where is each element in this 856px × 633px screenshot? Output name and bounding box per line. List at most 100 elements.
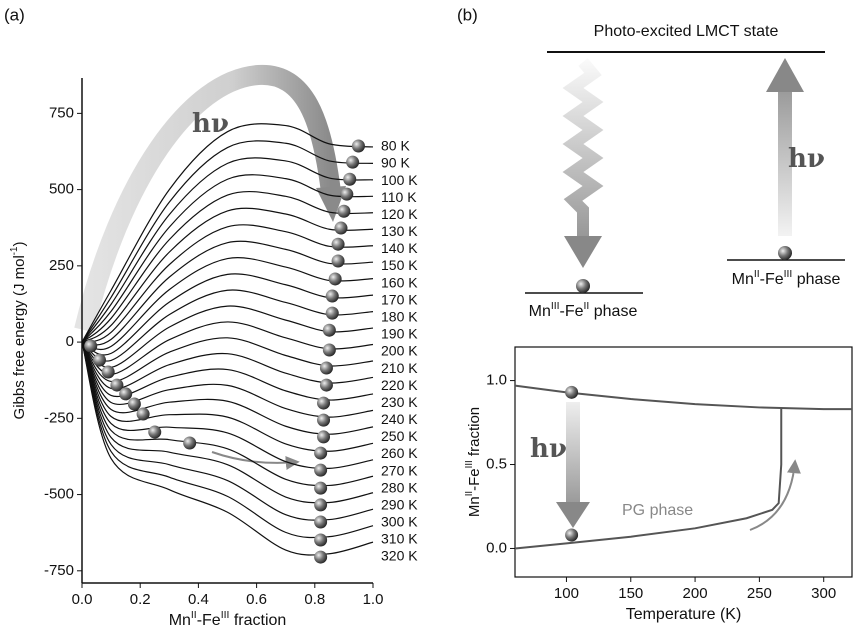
label-part: phase bbox=[589, 303, 637, 320]
label-part: Mn bbox=[169, 612, 191, 629]
excitation-arrow bbox=[74, 64, 341, 333]
label-part: -Fe bbox=[466, 468, 483, 491]
ball bbox=[136, 407, 150, 421]
ball bbox=[331, 254, 345, 268]
series-label: 140 K bbox=[381, 240, 418, 256]
x-tick-label: 0.6 bbox=[246, 591, 267, 608]
series-label: 170 K bbox=[381, 291, 418, 307]
series-label: 270 K bbox=[381, 462, 418, 478]
ball bbox=[314, 515, 328, 529]
series-label: 250 K bbox=[381, 428, 418, 444]
arrow-label: hν bbox=[788, 144, 825, 174]
curve bbox=[81, 341, 374, 452]
ball bbox=[183, 436, 197, 450]
x-tick-label: 300 bbox=[811, 585, 836, 602]
ball bbox=[325, 306, 339, 320]
ball bbox=[101, 365, 115, 379]
ball bbox=[148, 425, 162, 439]
arrow-head bbox=[564, 236, 602, 268]
series-label: 230 K bbox=[381, 394, 418, 410]
ball bbox=[319, 361, 333, 375]
plot-frame bbox=[514, 346, 853, 578]
curve bbox=[81, 341, 374, 539]
ball bbox=[565, 385, 579, 399]
series-label: 120 K bbox=[381, 206, 418, 222]
ball bbox=[778, 246, 792, 260]
y-axis-label: MnII-FeIII fraction bbox=[464, 407, 483, 517]
ball bbox=[314, 446, 328, 460]
ball bbox=[119, 387, 133, 401]
annotation: hν bbox=[530, 434, 567, 464]
panel-label: (b) bbox=[457, 5, 478, 24]
curve bbox=[514, 384, 852, 411]
ball bbox=[314, 481, 328, 495]
label-part: -Fe bbox=[197, 612, 221, 629]
y-axis-label: Gibbs free energy (J mol-1) bbox=[9, 242, 28, 420]
ball bbox=[314, 498, 328, 512]
x-tick-label: 1.0 bbox=[363, 591, 384, 608]
x-tick-label: 0.2 bbox=[130, 591, 151, 608]
label-part: III bbox=[221, 610, 230, 621]
ball bbox=[317, 430, 331, 444]
x-tick-label: 0.0 bbox=[72, 591, 93, 608]
label-part: II bbox=[191, 610, 197, 621]
arrow-head bbox=[556, 502, 590, 528]
ball bbox=[92, 353, 106, 367]
phase-label: MnII-FeIII phase bbox=[732, 269, 841, 288]
y-tick-label: 250 bbox=[49, 257, 74, 274]
annotation: PG phase bbox=[622, 502, 693, 519]
curve bbox=[81, 341, 374, 469]
y-tick-label: 1.0 bbox=[486, 372, 507, 389]
y-tick-label: -500 bbox=[44, 486, 74, 503]
series-label: 310 K bbox=[381, 531, 418, 547]
phase-label: MnIII-FeII phase bbox=[529, 301, 638, 320]
panel-label: (a) bbox=[4, 5, 25, 24]
label-part: III bbox=[784, 269, 793, 280]
series-label: 130 K bbox=[381, 223, 418, 239]
series-label: 180 K bbox=[381, 308, 418, 324]
series-label: 320 K bbox=[381, 548, 418, 564]
x-tick-label: 100 bbox=[554, 585, 579, 602]
label-part: -1 bbox=[9, 247, 20, 256]
series-label: 300 K bbox=[381, 514, 418, 530]
ball bbox=[319, 378, 333, 392]
label-part: phase bbox=[792, 271, 840, 288]
decay-arrow bbox=[562, 58, 604, 242]
y-tick-label: 500 bbox=[49, 181, 74, 198]
label-part: Mn bbox=[466, 496, 483, 517]
ball bbox=[334, 221, 348, 235]
curve bbox=[514, 407, 783, 550]
ball bbox=[343, 172, 357, 186]
ball bbox=[565, 528, 579, 542]
y-tick-label: 0.0 bbox=[486, 539, 507, 556]
label-part: fraction bbox=[229, 612, 286, 629]
ball bbox=[317, 413, 331, 427]
series-label: 260 K bbox=[381, 445, 418, 461]
ball bbox=[331, 237, 345, 251]
label-part: II bbox=[584, 301, 590, 312]
curve bbox=[81, 341, 374, 556]
x-tick-label: 150 bbox=[618, 585, 643, 602]
series-label: 100 K bbox=[381, 172, 418, 188]
x-tick-label: 250 bbox=[747, 585, 772, 602]
label-part: -Fe bbox=[760, 271, 784, 288]
curve bbox=[81, 341, 374, 418]
series-label: 220 K bbox=[381, 377, 418, 393]
arrow-head bbox=[766, 58, 804, 92]
ball bbox=[127, 397, 141, 411]
curve bbox=[81, 140, 374, 343]
x-axis-label: MnII-FeIII fraction bbox=[169, 610, 287, 629]
label-part: II bbox=[464, 491, 475, 496]
ball bbox=[322, 323, 336, 337]
ball bbox=[337, 204, 351, 218]
x-tick-label: 0.8 bbox=[304, 591, 325, 608]
curve bbox=[81, 341, 374, 487]
y-tick-label: -250 bbox=[44, 409, 74, 426]
curve bbox=[81, 207, 374, 343]
curve bbox=[81, 174, 374, 343]
label-part: Mn bbox=[529, 303, 551, 320]
label-part: -Fe bbox=[560, 303, 584, 320]
y-tick-label: 0 bbox=[66, 333, 74, 350]
y-tick-label: 0.5 bbox=[486, 455, 507, 472]
